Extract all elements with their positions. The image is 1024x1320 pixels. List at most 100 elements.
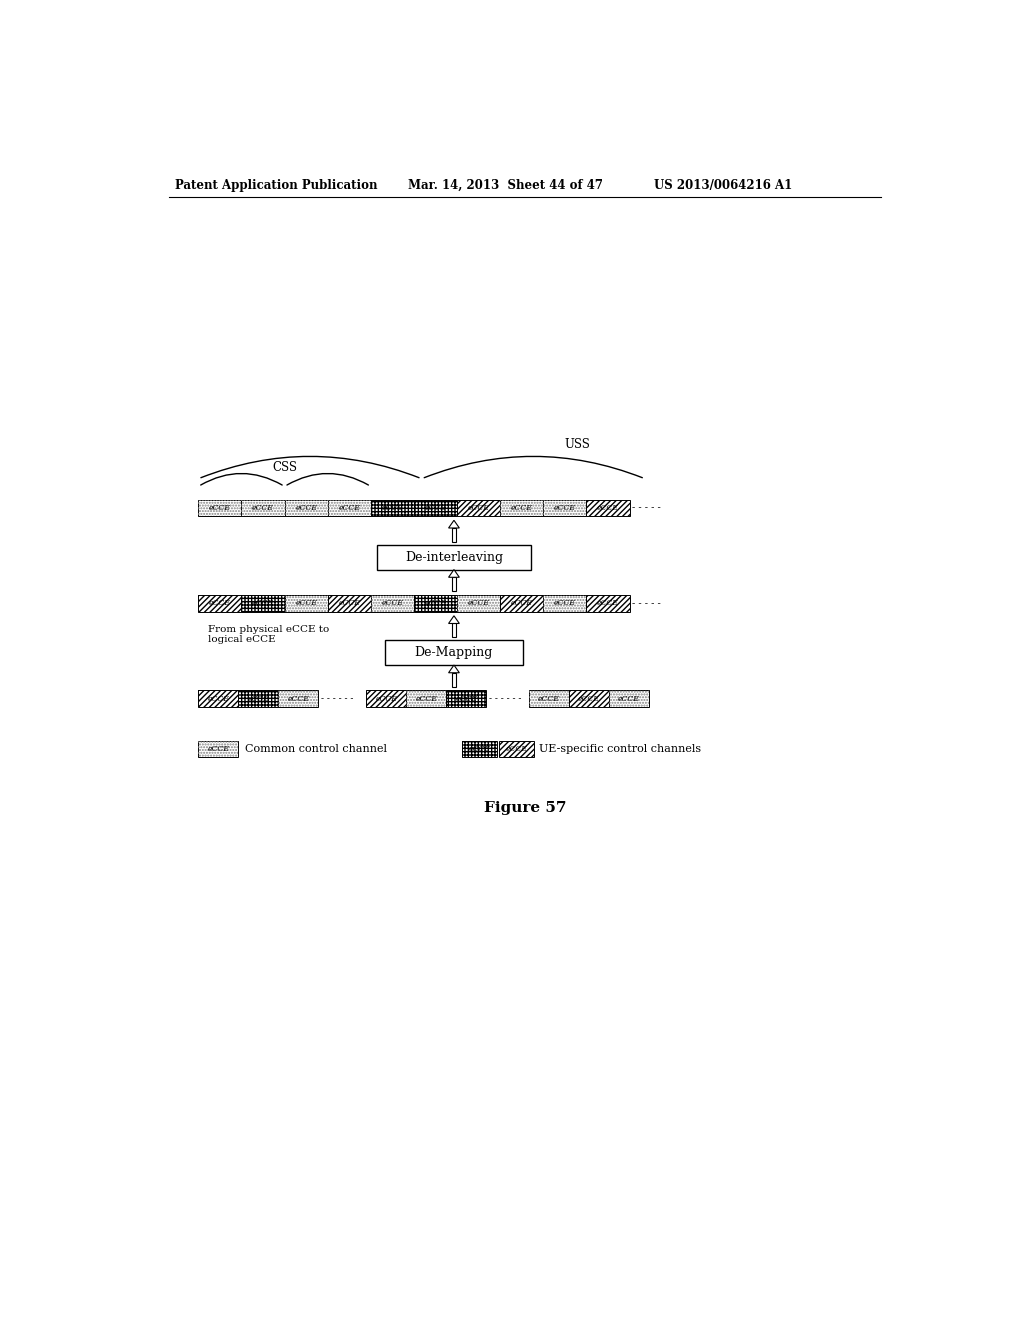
Bar: [414, 499, 457, 516]
Text: From physical eCCE to
logical eCCE: From physical eCCE to logical eCCE: [208, 624, 329, 644]
Text: eCCE: eCCE: [554, 504, 575, 512]
Bar: [500, 595, 544, 612]
Bar: [199, 690, 239, 708]
Bar: [544, 595, 587, 612]
Bar: [587, 595, 630, 612]
Text: eCCE: eCCE: [209, 504, 230, 512]
Text: Patent Application Publication: Patent Application Publication: [175, 178, 378, 191]
Bar: [462, 741, 497, 758]
Bar: [242, 595, 285, 612]
Text: eCCE: eCCE: [381, 504, 403, 512]
Text: - - - - -: - - - - -: [632, 503, 660, 512]
Bar: [544, 499, 587, 516]
Bar: [500, 499, 544, 516]
Polygon shape: [449, 570, 460, 577]
Bar: [608, 690, 649, 708]
Text: eCCE: eCCE: [468, 504, 489, 512]
Text: eCCE: eCCE: [468, 599, 489, 607]
Bar: [279, 690, 318, 708]
Bar: [239, 690, 279, 708]
Text: eCCE: eCCE: [209, 599, 230, 607]
Bar: [587, 499, 630, 516]
Bar: [199, 499, 242, 516]
Bar: [328, 499, 371, 516]
Bar: [285, 595, 328, 612]
Bar: [285, 499, 328, 516]
Text: eCCE: eCCE: [248, 694, 269, 704]
Text: US 2013/0064216 A1: US 2013/0064216 A1: [654, 178, 793, 191]
Text: Mar. 14, 2013  Sheet 44 of 47: Mar. 14, 2013 Sheet 44 of 47: [408, 178, 603, 191]
Bar: [328, 499, 371, 516]
Bar: [328, 595, 371, 612]
Bar: [407, 690, 446, 708]
Text: eCCE: eCCE: [288, 694, 309, 704]
Bar: [285, 595, 328, 612]
Bar: [199, 690, 239, 708]
Bar: [371, 499, 414, 516]
Bar: [328, 595, 371, 612]
Bar: [587, 595, 630, 612]
Bar: [452, 528, 456, 543]
Bar: [377, 545, 531, 570]
Text: eCCE: eCCE: [578, 694, 600, 704]
Bar: [199, 741, 239, 758]
Text: eCCE: eCCE: [511, 599, 532, 607]
Bar: [199, 595, 242, 612]
Bar: [457, 499, 500, 516]
Bar: [568, 690, 608, 708]
Text: eCCE: eCCE: [456, 694, 477, 704]
Bar: [371, 595, 414, 612]
Bar: [446, 690, 486, 708]
Bar: [528, 690, 568, 708]
Bar: [242, 595, 285, 612]
Bar: [452, 673, 456, 686]
Text: eCCE: eCCE: [617, 694, 640, 704]
Text: eCCE: eCCE: [338, 504, 360, 512]
Bar: [242, 499, 285, 516]
Bar: [500, 595, 544, 612]
Bar: [285, 499, 328, 516]
Polygon shape: [449, 520, 460, 528]
Text: eCCE: eCCE: [425, 599, 446, 607]
Bar: [568, 690, 608, 708]
Text: eCCE: eCCE: [511, 504, 532, 512]
Text: eCCE: eCCE: [381, 599, 403, 607]
Bar: [199, 499, 242, 516]
Text: eCCE: eCCE: [375, 694, 397, 704]
Bar: [414, 595, 457, 612]
Bar: [242, 499, 285, 516]
Bar: [367, 690, 407, 708]
Text: Common control channel: Common control channel: [245, 744, 386, 754]
Bar: [544, 499, 587, 516]
Bar: [608, 690, 649, 708]
Bar: [457, 499, 500, 516]
Text: eCCE: eCCE: [208, 694, 229, 704]
Bar: [446, 690, 486, 708]
Bar: [367, 690, 407, 708]
Bar: [452, 577, 456, 591]
Bar: [499, 741, 535, 758]
Text: De-interleaving: De-interleaving: [404, 550, 503, 564]
Text: eCCE: eCCE: [416, 694, 437, 704]
Text: eCCE: eCCE: [338, 599, 360, 607]
Bar: [199, 741, 239, 758]
Text: eCCE: eCCE: [538, 694, 559, 704]
Text: - - - - -: - - - - -: [632, 599, 660, 609]
Text: - - - - - -: - - - - - -: [321, 694, 353, 704]
Text: Figure 57: Figure 57: [483, 800, 566, 814]
Text: eCCE: eCCE: [554, 599, 575, 607]
Bar: [528, 690, 568, 708]
Bar: [544, 595, 587, 612]
Bar: [414, 499, 457, 516]
Bar: [371, 499, 414, 516]
Polygon shape: [449, 665, 460, 673]
Bar: [500, 499, 544, 516]
Text: eCCE: eCCE: [468, 744, 490, 752]
Bar: [279, 690, 318, 708]
Text: eCCE: eCCE: [425, 504, 446, 512]
Text: eCCE: eCCE: [597, 599, 618, 607]
Bar: [239, 690, 279, 708]
Text: eCCE: eCCE: [295, 504, 317, 512]
Bar: [462, 741, 497, 758]
Bar: [457, 595, 500, 612]
